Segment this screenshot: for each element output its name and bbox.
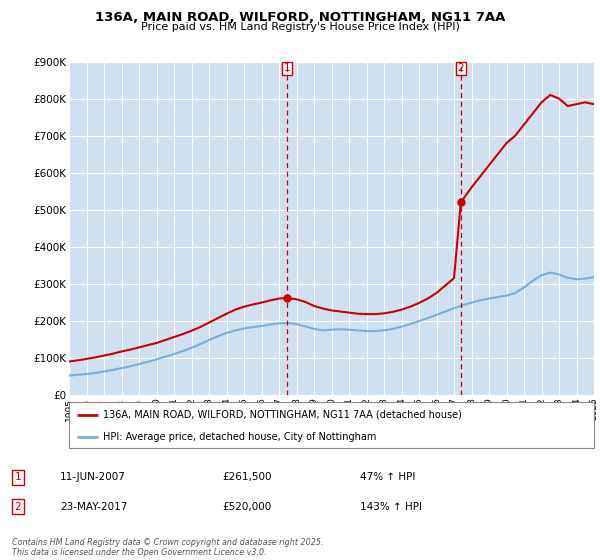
Text: 136A, MAIN ROAD, WILFORD, NOTTINGHAM, NG11 7AA (detached house): 136A, MAIN ROAD, WILFORD, NOTTINGHAM, NG… bbox=[103, 410, 462, 420]
Text: 136A, MAIN ROAD, WILFORD, NOTTINGHAM, NG11 7AA: 136A, MAIN ROAD, WILFORD, NOTTINGHAM, NG… bbox=[95, 11, 505, 24]
Text: Contains HM Land Registry data © Crown copyright and database right 2025.
This d: Contains HM Land Registry data © Crown c… bbox=[12, 538, 323, 557]
Text: £261,500: £261,500 bbox=[222, 472, 271, 482]
Text: 2: 2 bbox=[14, 502, 22, 512]
Text: 143% ↑ HPI: 143% ↑ HPI bbox=[360, 502, 422, 512]
Text: Price paid vs. HM Land Registry's House Price Index (HPI): Price paid vs. HM Land Registry's House … bbox=[140, 22, 460, 32]
Text: £520,000: £520,000 bbox=[222, 502, 271, 512]
Text: 11-JUN-2007: 11-JUN-2007 bbox=[60, 472, 126, 482]
Text: 23-MAY-2017: 23-MAY-2017 bbox=[60, 502, 127, 512]
Text: HPI: Average price, detached house, City of Nottingham: HPI: Average price, detached house, City… bbox=[103, 432, 377, 441]
Text: 47% ↑ HPI: 47% ↑ HPI bbox=[360, 472, 415, 482]
Text: 1: 1 bbox=[14, 472, 22, 482]
Text: 1: 1 bbox=[283, 63, 290, 73]
Text: 2: 2 bbox=[458, 63, 464, 73]
